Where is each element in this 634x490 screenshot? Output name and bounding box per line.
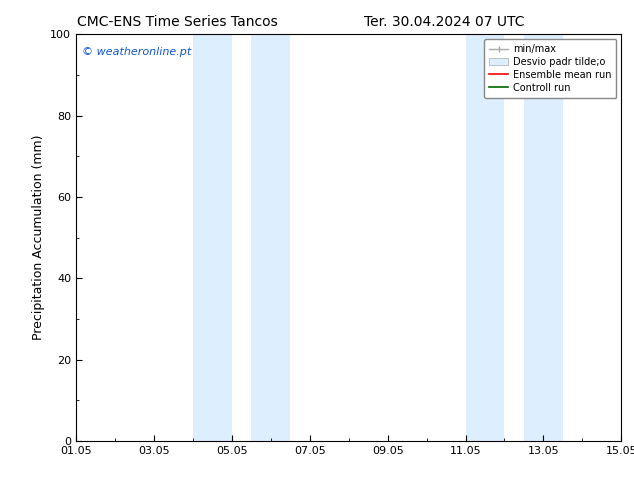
Text: Ter. 30.04.2024 07 UTC: Ter. 30.04.2024 07 UTC [363, 15, 524, 29]
Y-axis label: Precipitation Accumulation (mm): Precipitation Accumulation (mm) [32, 135, 44, 341]
Text: © weatheronline.pt: © weatheronline.pt [82, 47, 191, 56]
Bar [251, 34, 290, 441]
Bar [193, 34, 232, 441]
Bar [524, 34, 563, 441]
Legend: min/max, Desvio padr tilde;o, Ensemble mean run, Controll run: min/max, Desvio padr tilde;o, Ensemble m… [484, 39, 616, 98]
Bar [465, 34, 505, 441]
Text: CMC-ENS Time Series Tancos: CMC-ENS Time Series Tancos [77, 15, 278, 29]
